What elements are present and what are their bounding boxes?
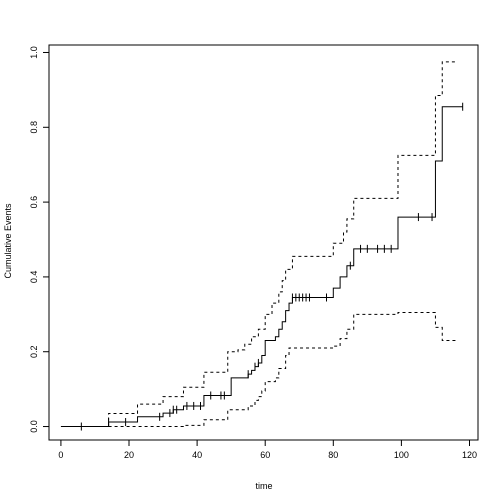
y-tick-label: 0.6	[29, 196, 39, 209]
y-tick-label: 0.2	[29, 345, 39, 358]
y-tick-label: 0.4	[29, 271, 39, 284]
y-tick-label: 0.0	[29, 420, 39, 433]
lower-confidence-line	[108, 311, 456, 428]
x-axis-label: time	[255, 481, 272, 491]
cumulative-events-line	[60, 106, 463, 428]
x-tick-label: 60	[260, 450, 270, 460]
x-tick-label: 20	[124, 450, 134, 460]
x-tick-label: 120	[462, 450, 477, 460]
x-tick-label: 40	[192, 450, 202, 460]
x-tick-label: 100	[394, 450, 409, 460]
y-axis-label: Cumulative Events	[3, 203, 13, 279]
censor-marks	[80, 102, 464, 431]
x-tick-label: 80	[328, 450, 338, 460]
x-axis: 0 20 40 60 80 100 120	[58, 439, 477, 460]
upper-confidence-line	[108, 61, 456, 427]
y-tick-label: 1.0	[29, 46, 39, 59]
y-axis: 0.0 0.2 0.4 0.6 0.8 1.0	[29, 46, 50, 433]
y-tick-label: 0.8	[29, 121, 39, 134]
series-layer	[60, 61, 463, 428]
x-tick-label: 0	[58, 450, 63, 460]
